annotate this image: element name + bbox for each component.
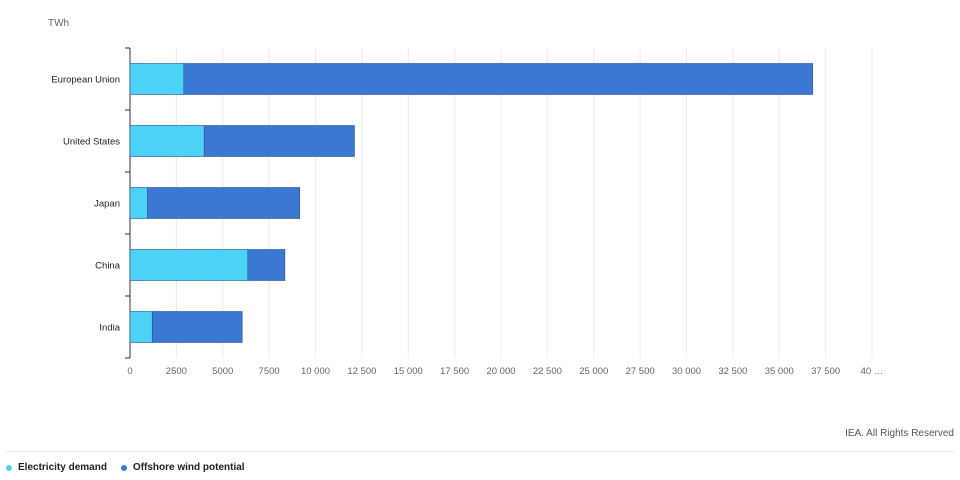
bar-electricity-demand <box>129 311 153 343</box>
x-tick-label: 10 000 <box>301 366 330 377</box>
legend-item-offshore-wind-potential[interactable]: Offshore wind potential <box>120 462 245 473</box>
x-tick-label: 5000 <box>212 366 233 377</box>
x-tick-label: 27 500 <box>626 366 655 377</box>
bar-offshore-wind-potential <box>147 187 301 219</box>
x-tick-label: 30 000 <box>672 366 701 377</box>
legend-divider <box>6 451 954 452</box>
x-tick-label: 12 500 <box>347 366 376 377</box>
x-tick-label: 7500 <box>259 366 280 377</box>
x-tick-label: 32 500 <box>718 366 747 377</box>
legend-label: Electricity demand <box>18 462 107 473</box>
x-tick-label: 35 000 <box>765 366 794 377</box>
x-tick-label: 25 000 <box>579 366 608 377</box>
x-tick-label: 20 000 <box>486 366 515 377</box>
copyright-credit: IEA. All Rights Reserved <box>845 428 954 439</box>
category-label: United States <box>63 137 120 148</box>
legend-item-electricity-demand[interactable]: Electricity demand <box>6 462 107 473</box>
bar-offshore-wind-potential <box>183 63 813 95</box>
bar-electricity-demand <box>129 249 249 281</box>
x-tick-label: 22 500 <box>533 366 562 377</box>
x-tick-label: 2500 <box>166 366 187 377</box>
x-tick-label: 17 500 <box>440 366 469 377</box>
unit-label: TWh <box>48 18 70 29</box>
legend-marker-icon <box>6 464 12 471</box>
x-tick-label: 15 000 <box>394 366 423 377</box>
bar-offshore-wind-potential <box>247 249 286 281</box>
bar-electricity-demand <box>129 125 205 157</box>
bar-electricity-demand <box>129 63 185 95</box>
x-tick-label: 37 500 <box>811 366 840 377</box>
category-label: Japan <box>94 199 120 210</box>
category-label: China <box>95 261 121 272</box>
legend: Electricity demand Offshore wind potenti… <box>6 462 245 473</box>
bar-electricity-demand <box>129 187 148 219</box>
legend-marker-icon <box>120 464 127 471</box>
category-label: European Union <box>51 75 120 86</box>
category-label: India <box>99 323 120 334</box>
x-tick-label: 0 <box>127 366 132 377</box>
bar-offshore-wind-potential <box>151 311 243 343</box>
legend-label: Offshore wind potential <box>132 462 245 473</box>
x-tick-label: 40 … <box>861 366 884 377</box>
bar-offshore-wind-potential <box>203 125 355 157</box>
bar-chart: 0 2500 5000 7500 10 000 12 500 15 000 17 500 20 … <box>51 47 884 377</box>
